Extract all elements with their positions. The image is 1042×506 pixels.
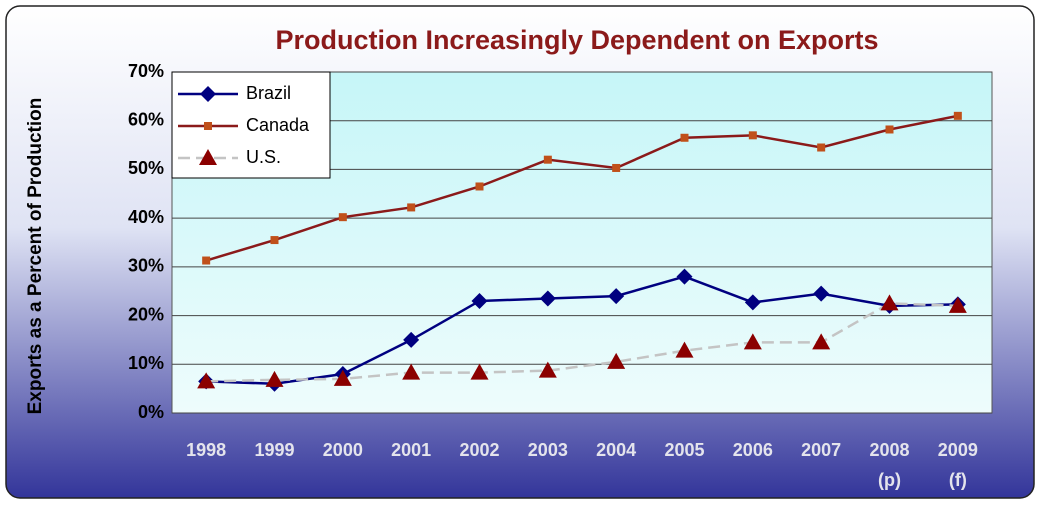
- y-tick-label: 60%: [128, 109, 164, 129]
- marker: [612, 163, 621, 172]
- marker: [543, 155, 552, 164]
- x-tick-label: 2003: [527, 440, 568, 460]
- marker: [471, 292, 488, 309]
- y-tick-label: 0%: [138, 402, 164, 422]
- legend-marker: [199, 149, 217, 165]
- marker: [538, 361, 557, 378]
- marker: [608, 288, 625, 305]
- legend-label: Brazil: [246, 83, 291, 103]
- y-tick-label: 40%: [128, 207, 164, 227]
- x-tick-label: 1999: [254, 440, 295, 460]
- x-tick-label: 2006: [732, 440, 773, 460]
- marker: [407, 203, 416, 212]
- y-tick-label: 10%: [128, 353, 164, 373]
- y-axis-label: Exports as a Percent of Production: [25, 97, 46, 415]
- legend-marker: [204, 122, 212, 130]
- marker: [680, 133, 689, 142]
- marker: [744, 294, 761, 311]
- marker: [539, 290, 556, 307]
- series-line: [206, 302, 958, 383]
- legend-label: U.S.: [246, 147, 281, 167]
- marker: [333, 369, 352, 386]
- marker: [202, 256, 211, 265]
- x-tick-label: 2007: [801, 440, 842, 460]
- marker: [675, 341, 694, 358]
- marker: [470, 363, 489, 380]
- x-tick-label: 2009 (f): [937, 440, 978, 490]
- marker: [265, 370, 284, 387]
- marker: [403, 331, 420, 348]
- y-tick-label: 30%: [128, 256, 164, 276]
- marker: [197, 372, 216, 389]
- series-line: [205, 114, 959, 262]
- marker: [270, 236, 279, 245]
- marker: [885, 125, 894, 134]
- legend-label: Canada: [246, 115, 310, 135]
- marker: [475, 182, 484, 191]
- marker: [607, 352, 626, 369]
- marker: [676, 268, 693, 285]
- marker: [338, 213, 347, 222]
- series-line: [206, 275, 958, 386]
- y-tick-label: 70%: [128, 61, 164, 81]
- y-tick-label: 20%: [128, 304, 164, 324]
- x-tick-label: 2002: [459, 440, 500, 460]
- x-tick-label: 2000: [322, 440, 363, 460]
- x-tick-label: 1998: [186, 440, 227, 460]
- marker: [813, 285, 830, 302]
- marker: [880, 294, 899, 311]
- marker: [402, 363, 421, 380]
- marker: [743, 333, 762, 350]
- x-tick-label: 2005: [664, 440, 705, 460]
- x-tick-label: 2008 (p): [869, 440, 910, 490]
- x-tick-label: 2001: [391, 440, 432, 460]
- marker: [748, 131, 757, 140]
- marker: [812, 333, 831, 350]
- legend-marker: [200, 86, 216, 102]
- chart-title: Production Increasingly Dependent on Exp…: [275, 25, 878, 55]
- y-tick-label: 50%: [128, 158, 164, 178]
- marker: [948, 296, 967, 313]
- marker: [953, 111, 962, 120]
- x-tick-label: 2004: [596, 440, 637, 460]
- marker: [817, 143, 826, 152]
